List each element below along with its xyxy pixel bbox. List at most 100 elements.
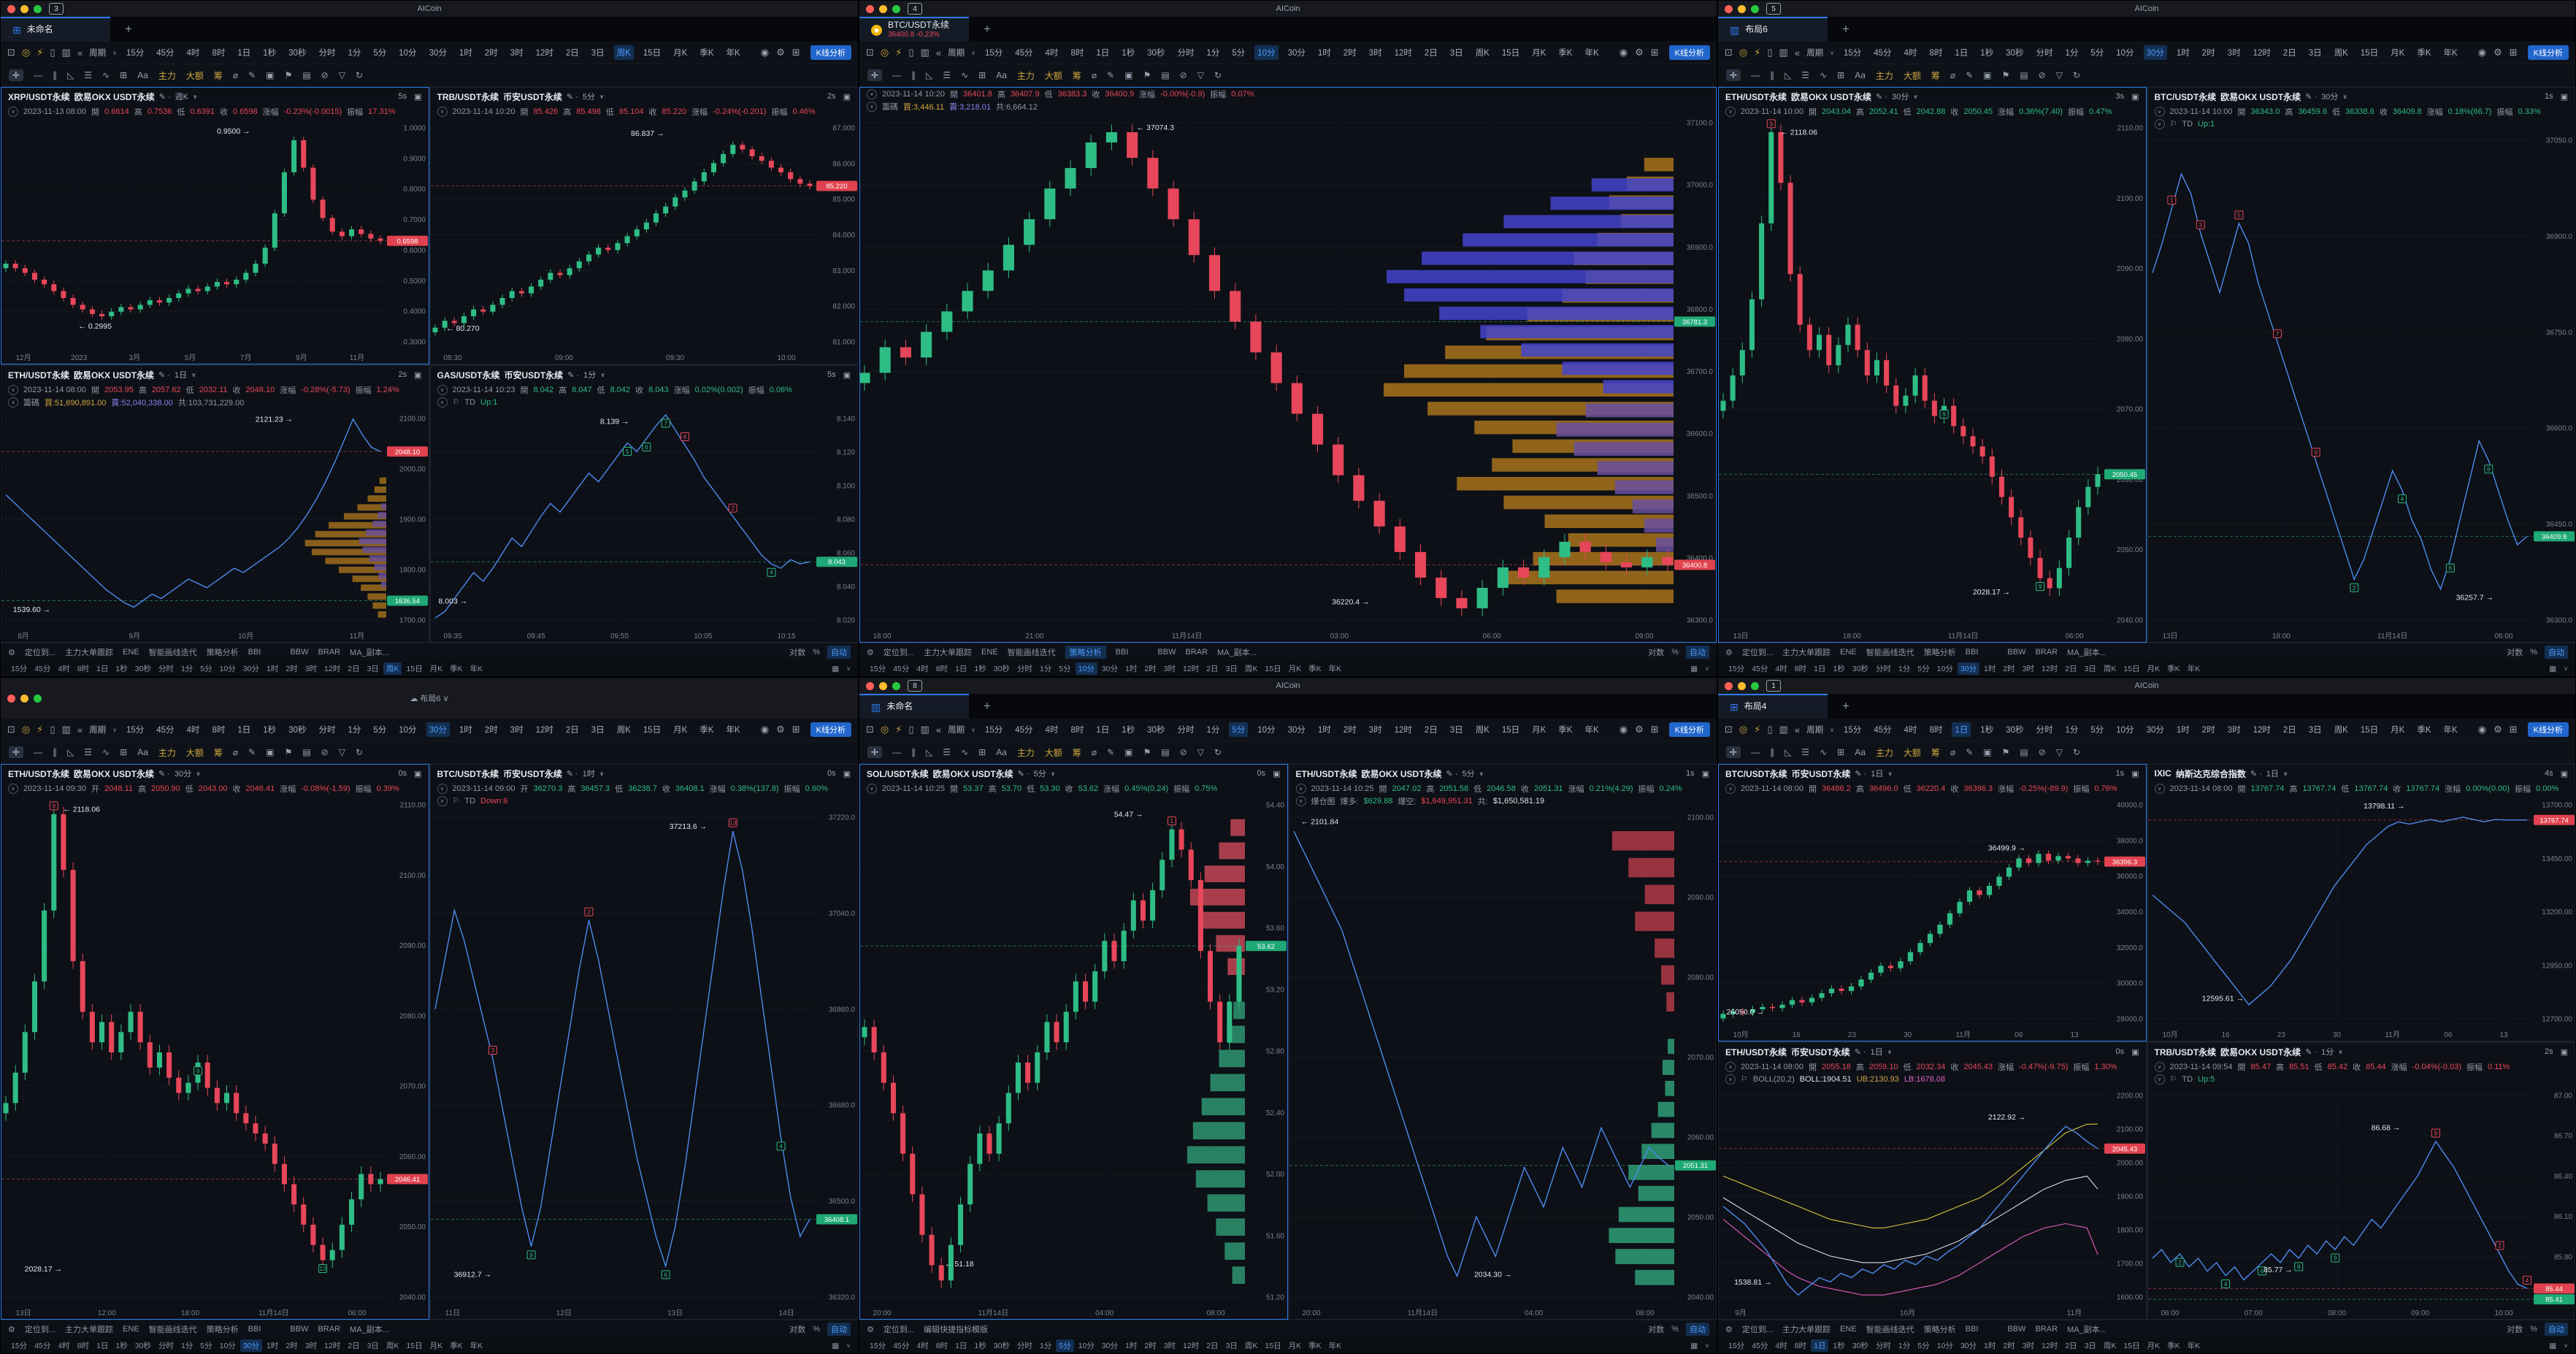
timeframe-3时[interactable]: 3时 [510,49,524,58]
indicator-BBI[interactable]: BBI [1965,1325,1979,1334]
bottom-timeframe-1秒[interactable]: 1秒 [974,1342,986,1350]
chart-canvas[interactable]: 2100.00 2000.00 1900.00 1800.00 1700.00 8月 9月 1… [1,408,429,642]
draw-box-icon[interactable]: ⊞ [1837,747,1845,757]
bottom-timeframe-15分[interactable]: 15分 [11,1342,28,1350]
bottom-timeframe-周K[interactable]: 周K [1244,665,1258,673]
timeframe-1分[interactable]: 1分 [1206,49,1220,58]
gear-icon[interactable]: ⚙ [1635,724,1644,735]
chart-pane-GAS/USDT永续[interactable]: GAS/USDT永续 币安USDT永续 ✎ · 1分 ∨ 5s ▣ ∨ 2023-11-14 1… [429,365,858,643]
axis-mode-自动[interactable]: 自动 [2545,646,2568,659]
draw-ban-icon[interactable]: ⊘ [1179,70,1187,80]
close-button[interactable] [1725,4,1733,13]
draw-crosshair-icon[interactable]: ✛ [9,69,24,81]
bottom-timeframe-周K[interactable]: 周K [2103,1342,2117,1350]
draw-ban-icon[interactable]: ⊘ [2038,70,2046,80]
bottom-timeframe-分时[interactable]: 分时 [1016,665,1032,673]
bottom-timeframe-8时[interactable]: 8时 [1794,1342,1807,1350]
bottom-timeframe-1日[interactable]: 1日 [96,1342,109,1350]
pane-timeframe[interactable]: 30分 [1891,93,1909,102]
timeframe-年K[interactable]: 年K [2443,49,2458,58]
edit-icon[interactable]: ✎ · [1446,769,1458,779]
timeframe-5分[interactable]: 5分 [1232,49,1246,58]
draw-pencil-icon[interactable]: ✎ [1966,747,1974,757]
timeframe-周K[interactable]: 周K [2334,726,2348,735]
chevron-down-icon[interactable]: ∨ [846,665,851,672]
close-button[interactable] [1725,681,1733,690]
edit-icon[interactable]: ✎ · [1017,769,1030,779]
tool-筹[interactable]: 筹 [1072,747,1081,758]
timeframe-分时[interactable]: 分时 [1177,49,1195,58]
battery-icon[interactable]: ▯ [50,47,55,58]
camera-icon[interactable]: ◉ [2477,724,2487,735]
timeframe-30秒[interactable]: 30秒 [288,49,307,58]
kbar-icon[interactable]: ▥ [1779,47,1788,58]
locate-button[interactable]: 定位到... [1741,649,1774,657]
flash-icon[interactable]: ⚡ [1754,724,1761,735]
bottom-timeframe-30秒[interactable]: 30秒 [134,1342,151,1350]
axis-mode-对数[interactable]: 对数 [2507,1326,2523,1334]
bottom-timeframe-3日[interactable]: 3日 [2084,665,2096,673]
kbar-icon[interactable]: ▥ [61,724,71,735]
new-tab-button[interactable]: + [1842,699,1849,713]
minimize-button[interactable] [879,681,887,690]
timeframe-15日[interactable]: 15日 [643,726,662,735]
timeframe-1日[interactable]: 1日 [1096,726,1110,735]
edit-icon[interactable]: ✎ · [2305,92,2318,102]
timeframe-15日[interactable]: 15日 [2360,49,2379,58]
collapse-icon[interactable]: ∨ [8,397,18,408]
bottom-timeframe-1秒[interactable]: 1秒 [115,1342,128,1350]
indicator-BRAR[interactable]: BRAR [2035,648,2058,657]
pane-timeframe[interactable]: 週K [175,93,188,102]
collapse-icon[interactable]: ∨ [1725,106,1736,117]
indicator-MA_副本...[interactable]: MA_副本... [2067,1326,2107,1334]
draw-ruler-icon[interactable]: ⌀ [232,747,239,757]
zoom-button[interactable] [1751,4,1759,13]
edit-icon[interactable]: ✎ · [566,769,578,779]
bottom-timeframe-1日[interactable]: 1日 [955,665,967,673]
chevron-down-icon[interactable]: ∨ [846,1342,851,1349]
bottom-timeframe-8时[interactable]: 8时 [77,1342,90,1350]
timeframe-15分[interactable]: 15分 [1843,726,1862,735]
timeframe-年K[interactable]: 年K [1584,726,1599,735]
pane-layout-icon[interactable]: ▣ [1273,769,1281,779]
timeframe-2时[interactable]: 2时 [484,726,498,735]
bottom-timeframe-年K[interactable]: 年K [2187,1342,2201,1350]
bottom-timeframe-季K[interactable]: 季K [1308,1342,1322,1350]
bottom-timeframe-5分[interactable]: 5分 [200,1342,212,1350]
bottom-timeframe-分时[interactable]: 分时 [158,1342,174,1350]
chart-canvas[interactable]: 8.140 8.120 8.100 8.080 8.060 8.040 8.020 09:35… [430,408,858,642]
traffic-lights[interactable] [866,681,900,690]
timeframe-30分[interactable]: 30分 [426,722,450,737]
bottom-timeframe-季K[interactable]: 季K [2167,665,2180,673]
bottom-timeframe-3时[interactable]: 3时 [304,665,318,673]
timeframe-2日[interactable]: 2日 [2282,726,2296,735]
indicator-智能画线迭代[interactable]: 智能画线迭代 [1866,1326,1914,1334]
chart-canvas[interactable]: 37050.0 36900.0 36750.0 36600.0 36450.0 36300… [2147,130,2575,642]
target-icon[interactable]: ◎ [880,47,889,58]
bottom-timeframe-10分[interactable]: 10分 [1936,665,1953,673]
timeframe-10分[interactable]: 10分 [399,49,417,58]
bottom-timeframe-30分[interactable]: 30分 [1960,1342,1977,1350]
collapse-icon[interactable]: ∨ [437,795,448,806]
timeframe-10分[interactable]: 10分 [1257,726,1276,735]
bottom-timeframe-15日[interactable]: 15日 [406,1342,423,1350]
bottom-timeframe-30秒[interactable]: 30秒 [993,1342,1010,1350]
timeframe-月K[interactable]: 月K [1532,49,1546,58]
edit-icon[interactable]: ✎ · [158,92,171,102]
flash-icon[interactable]: ⚡ [1754,47,1761,58]
draw-text-icon[interactable]: Aa [1855,747,1866,757]
draw-ruler-icon[interactable]: ⌀ [1950,70,1956,80]
bottom-timeframe-8时[interactable]: 8时 [935,665,948,673]
pane-layout-icon[interactable]: ▣ [843,370,851,380]
bottom-timeframe-8时[interactable]: 8时 [1794,665,1807,673]
draw-levels-icon[interactable]: ☰ [84,70,93,80]
chart-canvas[interactable]: 2110.00 2100.00 2090.00 2080.00 2070.00 2060.… [1,795,429,1319]
bottom-timeframe-2日[interactable]: 2日 [2065,1342,2077,1350]
pane-layout-icon[interactable]: ▣ [843,769,851,779]
pane-layout-icon[interactable]: ▣ [2560,769,2568,779]
draw-note-icon[interactable]: ▤ [1161,70,1170,80]
chart-canvas[interactable]: 2200.00 2100.00 2000.00 1900.00 1800.00 1700.… [1719,1085,2146,1319]
bottom-timeframe-周K[interactable]: 周K [1244,1342,1258,1350]
timeframe-2日[interactable]: 2日 [1424,726,1438,735]
draw-crosshair-icon[interactable]: ✛ [867,69,883,81]
